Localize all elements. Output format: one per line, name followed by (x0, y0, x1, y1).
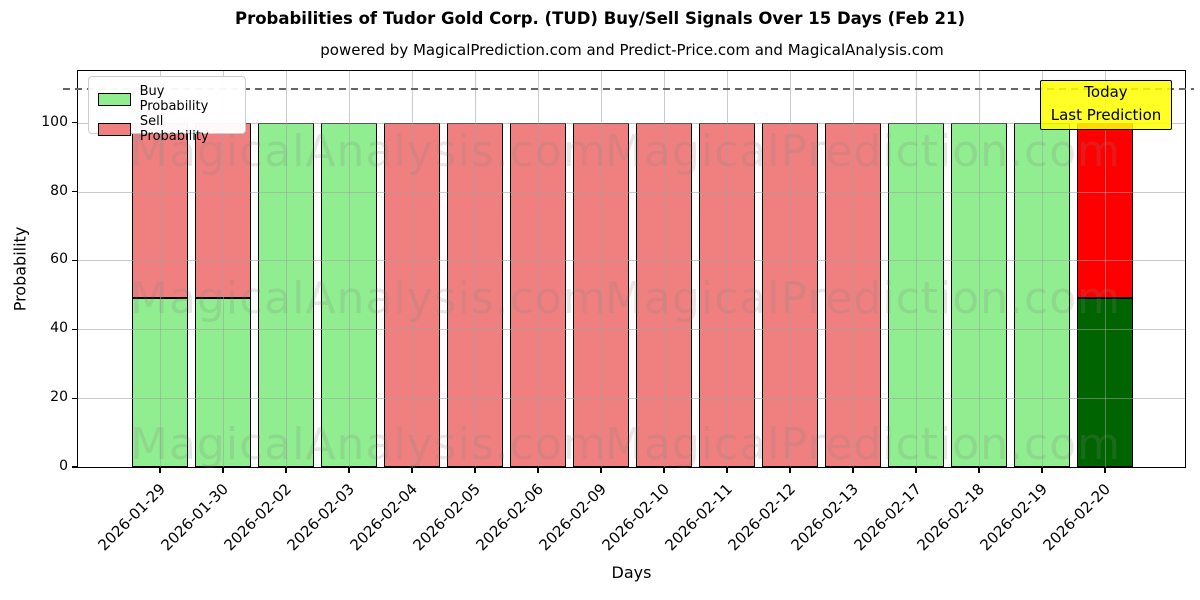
annotation-line2: Last Prediction (1050, 106, 1162, 124)
chart-title: Probabilities of Tudor Gold Corp. (TUD) … (234, 9, 966, 28)
xtick-label-2026-02-06: 2026-02-06 (472, 480, 547, 555)
watermark-prediction: MagicalPrediction.com (605, 419, 1121, 470)
gridline-v-2026-02-12 (790, 71, 791, 467)
ytick-label-80: 80 (50, 182, 68, 199)
gridline-v-2026-02-05 (475, 71, 476, 467)
ytick-label-20: 20 (50, 389, 68, 406)
gridline-v-2026-02-19 (1042, 71, 1043, 467)
xtick-mark-2026-02-02 (285, 468, 287, 473)
legend-item-buy: Buy Probability (98, 84, 236, 114)
xtick-mark-2026-02-03 (348, 468, 350, 473)
xtick-mark-2026-02-05 (474, 468, 476, 473)
legend-label-sell: Sell Probability (139, 114, 209, 144)
xtick-label-2026-02-09: 2026-02-09 (535, 480, 610, 555)
gridline-v-2026-02-13 (853, 71, 854, 467)
xtick-label-2026-02-04: 2026-02-04 (346, 480, 421, 555)
ytick-mark-60 (72, 259, 77, 261)
xtick-mark-2026-02-04 (411, 468, 413, 473)
sell-probability-swatch (98, 122, 131, 136)
buy-probability-swatch (98, 92, 131, 106)
xtick-label-2026-02-02: 2026-02-02 (220, 480, 295, 555)
xtick-mark-2026-02-06 (537, 468, 539, 473)
watermark-layer: MagicalAnalysis.com MagicalPrediction.com… (78, 71, 1185, 470)
watermark-prediction: MagicalPrediction.com (605, 273, 1121, 324)
chart-subtitle: powered by MagicalPrediction.com and Pre… (320, 41, 944, 59)
xtick-label-2026-02-17: 2026-02-17 (850, 480, 925, 555)
gridline-v-2026-02-10 (664, 71, 665, 467)
xtick-label-2026-02-11: 2026-02-11 (661, 480, 736, 555)
xtick-mark-2026-02-13 (852, 468, 854, 473)
gridline-v-2026-02-09 (601, 71, 602, 467)
xtick-mark-2026-02-17 (915, 468, 917, 473)
y-axis-label: Probability (10, 226, 30, 312)
watermark-prediction: MagicalPrediction.com (605, 126, 1121, 177)
gridline-v-2026-02-11 (727, 71, 728, 467)
x-axis-label: Days (611, 563, 652, 582)
gridline-h-100 (78, 122, 1185, 124)
gridline-v-2026-02-04 (412, 71, 413, 467)
threshold-dashed-line (63, 88, 1194, 90)
xtick-mark-2026-02-12 (789, 468, 791, 473)
ytick-mark-20 (72, 397, 77, 399)
legend-item-sell: Sell Probability (98, 114, 236, 144)
xtick-mark-2026-02-11 (726, 468, 728, 473)
xtick-label-2026-01-29: 2026-01-29 (94, 480, 169, 555)
xtick-mark-2026-01-29 (159, 468, 161, 473)
annotation-line1: Today (1084, 83, 1128, 101)
gridline-v-2026-01-30 (223, 71, 224, 467)
ytick-label-60: 60 (50, 251, 68, 268)
gridline-h-80 (78, 191, 1185, 193)
ytick-label-0: 0 (59, 458, 68, 474)
gridline-v-2026-02-18 (979, 71, 980, 467)
watermark-analysis: MagicalAnalysis.com (130, 126, 607, 177)
legend: Buy Probability Sell Probability (88, 76, 246, 144)
gridline-h-60 (78, 260, 1185, 262)
xtick-label-2026-02-19: 2026-02-19 (976, 480, 1051, 555)
gridline-v-2026-02-06 (538, 71, 539, 467)
xtick-label-2026-02-13: 2026-02-13 (787, 480, 862, 555)
legend-label-buy: Buy Probability (139, 84, 209, 114)
xtick-label-2026-02-05: 2026-02-05 (409, 480, 484, 555)
ytick-mark-40 (72, 328, 77, 330)
xtick-mark-2026-02-18 (978, 468, 980, 473)
xtick-mark-2026-02-20 (1104, 468, 1106, 473)
xtick-mark-2026-02-09 (600, 468, 602, 473)
xtick-label-2026-02-12: 2026-02-12 (724, 480, 799, 555)
ytick-label-100: 100 (41, 113, 68, 130)
gridline-v-2026-02-20 (1105, 71, 1106, 467)
xtick-mark-2026-02-19 (1041, 468, 1043, 473)
watermark-analysis: MagicalAnalysis.com (130, 273, 607, 324)
xtick-label-2026-02-18: 2026-02-18 (913, 480, 988, 555)
xtick-label-2026-01-30: 2026-01-30 (157, 480, 232, 555)
xtick-label-2026-02-03: 2026-02-03 (283, 480, 358, 555)
gridline-v-2026-01-29 (160, 71, 161, 467)
xtick-mark-2026-02-10 (663, 468, 665, 473)
xtick-label-2026-02-10: 2026-02-10 (598, 480, 673, 555)
ytick-mark-100 (72, 122, 77, 124)
grid-layer (78, 71, 1185, 467)
watermark-analysis: MagicalAnalysis.com (130, 419, 607, 470)
plot-area: MagicalAnalysis.com MagicalPrediction.com… (63, 70, 1194, 470)
ytick-mark-0 (72, 466, 77, 468)
gridline-v-2026-02-17 (916, 71, 917, 467)
xtick-label-2026-02-20: 2026-02-20 (1039, 480, 1114, 555)
gridline-h-40 (78, 329, 1185, 331)
ytick-label-40: 40 (50, 320, 68, 337)
gridline-v-2026-02-02 (286, 71, 287, 467)
today-annotation: Today Last Prediction (1040, 80, 1172, 130)
gridline-v-2026-02-03 (349, 71, 350, 467)
gridline-h-20 (78, 398, 1185, 400)
xtick-mark-2026-01-30 (222, 468, 224, 473)
ytick-mark-80 (72, 190, 77, 193)
